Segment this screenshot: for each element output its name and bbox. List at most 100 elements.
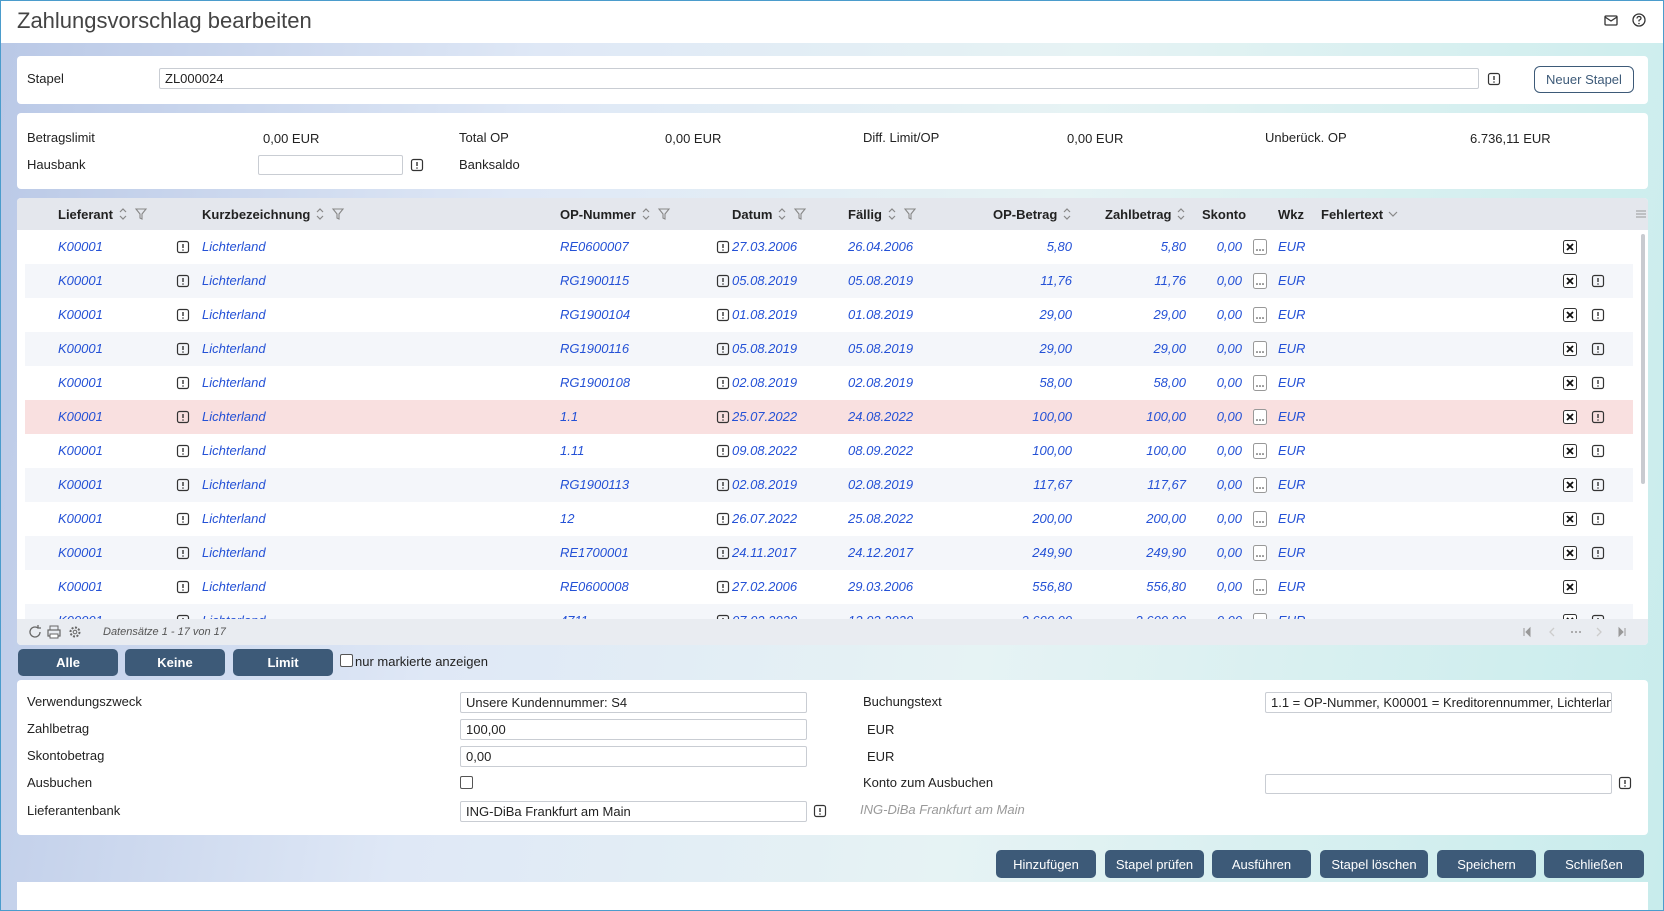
info-icon[interactable] — [715, 239, 731, 255]
sort-icon[interactable] — [1173, 206, 1189, 222]
prev-icon[interactable] — [1544, 624, 1560, 640]
info-icon[interactable] — [1590, 341, 1606, 357]
form-input[interactable]: 0,00 — [460, 746, 807, 767]
info-icon[interactable] — [1486, 71, 1502, 87]
table-row[interactable]: K00001 Lichterland RE0600007 27.03.2006 26.0… — [25, 230, 1633, 264]
dots-icon[interactable] — [1252, 477, 1268, 493]
info-icon[interactable] — [715, 511, 731, 527]
table-row[interactable]: K00001 Lichterland RG1900104 01.08.2019 01.0… — [25, 298, 1633, 332]
close-icon[interactable] — [1562, 375, 1578, 391]
dots-icon[interactable] — [1252, 375, 1268, 391]
info-icon[interactable] — [175, 511, 191, 527]
sort-icon[interactable] — [774, 206, 790, 222]
sort-icon[interactable] — [312, 206, 328, 222]
action-button[interactable]: Hinzufügen — [996, 850, 1096, 878]
close-icon[interactable] — [1562, 409, 1578, 425]
dots-icon[interactable] — [1252, 409, 1268, 425]
info-icon[interactable] — [1617, 775, 1633, 791]
action-button[interactable]: Schließen — [1544, 850, 1644, 878]
action-button[interactable]: Stapel prüfen — [1105, 850, 1204, 878]
table-row[interactable]: K00001 Lichterland 1.1 25.07.2022 24.08.2022… — [25, 400, 1633, 434]
info-icon[interactable] — [175, 341, 191, 357]
info-icon[interactable] — [1590, 273, 1606, 289]
mail-icon[interactable] — [1603, 12, 1619, 28]
chev-icon[interactable] — [1385, 206, 1401, 222]
table-row[interactable]: K00001 Lichterland RG1900116 05.08.2019 05.0… — [25, 332, 1633, 366]
info-icon[interactable] — [175, 273, 191, 289]
action-button[interactable]: Ausführen — [1212, 850, 1311, 878]
info-icon[interactable] — [175, 409, 191, 425]
info-icon[interactable] — [1590, 375, 1606, 391]
next-icon[interactable] — [1591, 624, 1607, 640]
info-icon[interactable] — [175, 545, 191, 561]
close-icon[interactable] — [1562, 477, 1578, 493]
filter-icon[interactable] — [133, 206, 149, 222]
info-icon[interactable] — [715, 613, 731, 619]
info-icon[interactable] — [715, 273, 731, 289]
filter-button[interactable]: Alle — [18, 649, 118, 676]
info-icon[interactable] — [175, 443, 191, 459]
sort-icon[interactable] — [638, 206, 654, 222]
dots-icon[interactable] — [1252, 273, 1268, 289]
form-input[interactable]: ING-DiBa Frankfurt am Main — [460, 801, 807, 822]
last-icon[interactable] — [1614, 624, 1630, 640]
action-button[interactable]: Speichern — [1437, 850, 1536, 878]
filter-button[interactable]: Limit — [233, 649, 333, 676]
gear-icon[interactable] — [67, 624, 83, 640]
filter-icon[interactable] — [902, 206, 918, 222]
info-icon[interactable] — [715, 579, 731, 595]
info-icon[interactable] — [175, 375, 191, 391]
filter-button[interactable]: Keine — [125, 649, 225, 676]
filter-icon[interactable] — [656, 206, 672, 222]
new-batch-button[interactable]: Neuer Stapel — [1534, 66, 1634, 93]
dots-icon[interactable] — [1252, 443, 1268, 459]
info-icon[interactable] — [715, 477, 731, 493]
form-input[interactable] — [1265, 774, 1612, 794]
info-icon[interactable] — [1590, 613, 1606, 619]
sort-icon[interactable] — [115, 206, 131, 222]
close-icon[interactable] — [1562, 273, 1578, 289]
info-icon[interactable] — [812, 803, 828, 819]
refresh-icon[interactable] — [27, 624, 43, 640]
checkbox[interactable] — [340, 654, 353, 667]
close-icon[interactable] — [1562, 341, 1578, 357]
more-icon[interactable] — [1568, 624, 1584, 640]
dots-icon[interactable] — [1252, 239, 1268, 255]
info-icon[interactable] — [175, 307, 191, 323]
close-icon[interactable] — [1562, 545, 1578, 561]
info-icon[interactable] — [175, 579, 191, 595]
table-row[interactable]: K00001 Lichterland RG1900108 02.08.2019 02.0… — [25, 366, 1633, 400]
info-icon[interactable] — [715, 545, 731, 561]
info-icon[interactable] — [715, 409, 731, 425]
close-icon[interactable] — [1562, 307, 1578, 323]
help-icon[interactable] — [1631, 12, 1647, 28]
filter-icon[interactable] — [330, 206, 346, 222]
dots-icon[interactable] — [1252, 613, 1268, 619]
table-row[interactable]: K00001 Lichterland 12 26.07.2022 25.08.2022 2… — [25, 502, 1633, 536]
table-row[interactable]: K00001 Lichterland RG1900113 02.08.2019 02.0… — [25, 468, 1633, 502]
info-icon[interactable] — [715, 375, 731, 391]
close-icon[interactable] — [1562, 443, 1578, 459]
table-row[interactable]: K00001 Lichterland 1.11 09.08.2022 08.09.202… — [25, 434, 1633, 468]
checkbox[interactable] — [460, 776, 473, 789]
info-icon[interactable] — [715, 307, 731, 323]
sort-icon[interactable] — [884, 206, 900, 222]
hausbank-input[interactable] — [258, 155, 403, 175]
dots-icon[interactable] — [1252, 341, 1268, 357]
menu-icon[interactable] — [1633, 206, 1648, 222]
sort-icon[interactable] — [1059, 206, 1075, 222]
filter-icon[interactable] — [792, 206, 808, 222]
info-icon[interactable] — [1590, 511, 1606, 527]
close-icon[interactable] — [1562, 511, 1578, 527]
info-icon[interactable] — [1590, 307, 1606, 323]
info-icon[interactable] — [175, 239, 191, 255]
action-button[interactable]: Stapel löschen — [1320, 850, 1428, 878]
form-input[interactable]: 100,00 — [460, 719, 807, 740]
dots-icon[interactable] — [1252, 579, 1268, 595]
info-icon[interactable] — [715, 443, 731, 459]
table-row[interactable]: K00001 Lichterland RE1700001 24.11.2017 24.1… — [25, 536, 1633, 570]
form-input[interactable]: 1.1 = OP-Nummer, K00001 = Kreditorennumm… — [1265, 692, 1612, 713]
print-icon[interactable] — [46, 624, 62, 640]
table-row[interactable]: K00001 Lichterland 4711 07.02.2020 13.03.202… — [25, 604, 1633, 619]
info-icon[interactable] — [1590, 443, 1606, 459]
